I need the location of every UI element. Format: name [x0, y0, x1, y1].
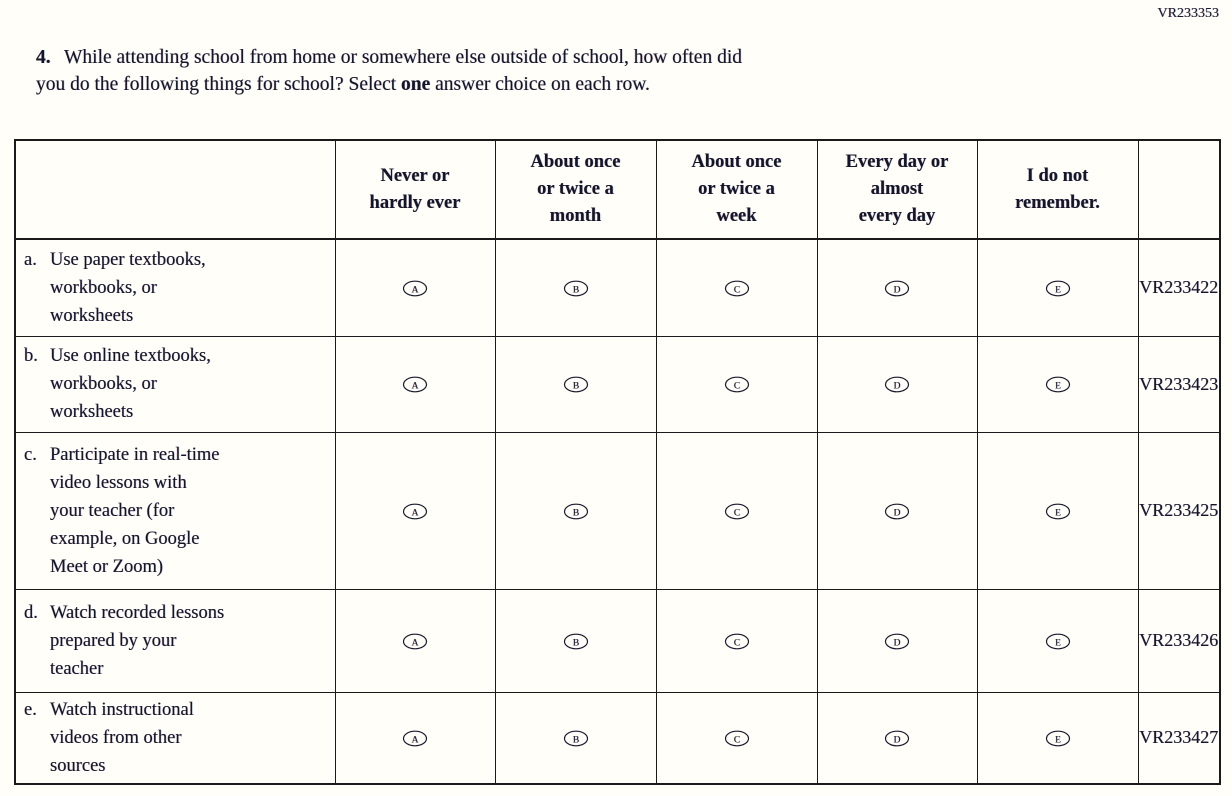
svg-text:A: A — [412, 508, 419, 518]
svg-text:C: C — [733, 638, 739, 648]
svg-text:B: B — [572, 735, 578, 745]
svg-text:E: E — [1055, 638, 1061, 648]
svg-text:A: A — [412, 735, 419, 745]
svg-text:E: E — [1055, 735, 1061, 745]
svg-text:B: B — [572, 508, 578, 518]
svg-text:B: B — [572, 285, 578, 295]
svg-text:B: B — [572, 638, 578, 648]
svg-text:A: A — [412, 285, 419, 295]
svg-text:B: B — [572, 381, 578, 391]
svg-text:A: A — [412, 638, 419, 648]
svg-text:E: E — [1055, 381, 1061, 391]
svg-text:D: D — [894, 381, 901, 391]
svg-text:E: E — [1055, 285, 1061, 295]
svg-text:E: E — [1055, 508, 1061, 518]
svg-text:C: C — [733, 381, 739, 391]
svg-text:C: C — [733, 508, 739, 518]
svg-text:A: A — [412, 381, 419, 391]
svg-text:D: D — [894, 508, 901, 518]
svg-text:C: C — [733, 735, 739, 745]
svg-text:D: D — [894, 735, 901, 745]
svg-text:C: C — [733, 285, 739, 295]
svg-text:D: D — [894, 285, 901, 295]
svg-text:D: D — [894, 638, 901, 648]
